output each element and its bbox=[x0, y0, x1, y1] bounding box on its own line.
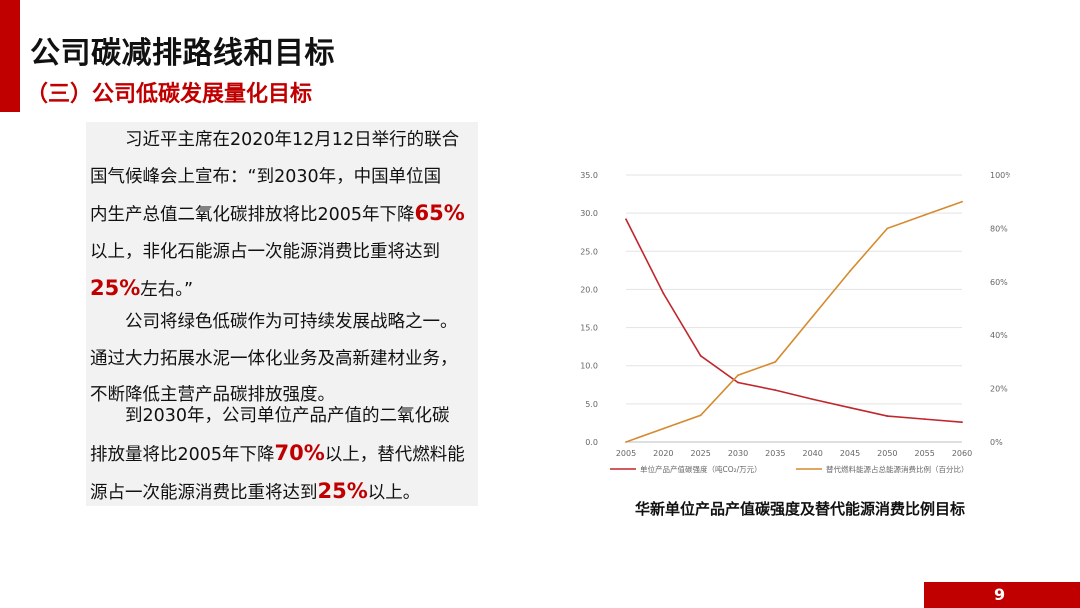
p1-line-3: 内生产总值二氧化碳排放将比2005年下降65% bbox=[90, 195, 480, 234]
data-point-series-2 bbox=[699, 414, 702, 417]
y-right-tick-label: 80% bbox=[990, 224, 1008, 233]
p2-line-2: 通过大力拓展水泥一体化业务及高新建材业务， bbox=[90, 348, 458, 369]
data-point-series-2 bbox=[662, 427, 665, 430]
y-left-tick-label: 25.0 bbox=[580, 247, 598, 256]
p2-line-1: 公司将绿色低碳作为可持续发展战略之一。 bbox=[125, 312, 458, 332]
data-point-series-1 bbox=[774, 389, 777, 392]
title-accent-bar bbox=[0, 0, 20, 112]
p3-line-3-text: 源占一次能源消费比重将达到 bbox=[90, 483, 318, 503]
data-point-series-2 bbox=[811, 315, 814, 318]
p1-line-1: 习近平主席在2020年12月12日举行的联合 bbox=[125, 130, 460, 150]
y-right-tick-label: 0% bbox=[990, 438, 1003, 447]
data-point-series-1 bbox=[625, 218, 627, 221]
dual-axis-line-chart: 0.0 5.0 10.0 15.0 20.0 25.0 30.0 35.0 0% 20% 40% 60… bbox=[580, 171, 1010, 474]
series-line-1 bbox=[625, 218, 963, 423]
y-right-tick-label: 60% bbox=[990, 278, 1008, 287]
paragraph-1: 习近平主席在2020年12月12日举行的联合 国气候峰会上宣布：“到2030年，… bbox=[90, 122, 480, 309]
y-left-tick-label: 5.0 bbox=[585, 400, 598, 409]
data-point-series-1 bbox=[849, 406, 851, 409]
text-panel bbox=[86, 122, 478, 506]
slide-subtitle: （三）公司低碳发展量化目标 bbox=[26, 82, 313, 107]
paragraph-2: 公司将绿色低碳作为可持续发展战略之一。 通过大力拓展水泥一体化业务及高新建材业务… bbox=[90, 304, 480, 414]
page-number-box bbox=[924, 582, 1080, 608]
data-point-series-2 bbox=[849, 270, 851, 273]
p3-line-1: 到2030年，公司单位产品产值的二氧化碳 bbox=[125, 406, 450, 426]
p2-line-3: 不断降低主营产品碳排放强度。 bbox=[90, 385, 335, 405]
data-point-series-2 bbox=[737, 374, 739, 377]
legend-label-alt-fuel: 替代燃料能源占总能源消费比例（百分比） bbox=[826, 464, 969, 474]
page-number: 9 bbox=[994, 585, 1006, 604]
p1-line-3-text: 内生产总值二氧化碳排放将比2005年下降 bbox=[90, 205, 415, 225]
x-tick-label: 2055 bbox=[914, 449, 934, 458]
p3-highlight-70: 70% bbox=[274, 440, 325, 465]
p1-line-4: 以上，非化石能源占一次能源消费比重将达到 bbox=[90, 241, 440, 262]
chart-caption: 华新单位产品产值碳强度及替代能源消费比例目标 bbox=[635, 500, 966, 518]
p3-line-3-tail: 以上。 bbox=[367, 483, 421, 503]
data-point-series-2 bbox=[774, 361, 777, 363]
x-tick-label: 2045 bbox=[840, 449, 860, 458]
p1-line-5: 25%左右。” bbox=[90, 270, 480, 309]
data-point-series-1 bbox=[737, 381, 739, 384]
y-right-tick-label: 20% bbox=[990, 385, 1008, 394]
data-point-series-1 bbox=[961, 421, 963, 424]
x-tick-label: 2040 bbox=[802, 449, 822, 458]
legend-label-intensity: 单位产品产值碳强度（吨CO₂/万元） bbox=[640, 464, 762, 474]
data-point-series-1 bbox=[662, 292, 665, 295]
y-left-tick-label: 15.0 bbox=[580, 324, 598, 333]
y-left-tick-label: 35.0 bbox=[580, 171, 598, 180]
data-point-series-1 bbox=[811, 398, 814, 401]
data-point-series-1 bbox=[699, 354, 702, 357]
data-point-series-2 bbox=[886, 227, 889, 230]
x-tick-label: 2025 bbox=[690, 449, 710, 458]
series-line-2 bbox=[625, 200, 963, 443]
x-tick-label: 2050 bbox=[877, 449, 897, 458]
y-left-tick-label: 20.0 bbox=[580, 285, 598, 294]
p3-line-2: 排放量将比2005年下降70%以上，替代燃料能 bbox=[90, 435, 480, 474]
data-point-series-1 bbox=[923, 418, 926, 421]
p3-line-3: 源占一次能源消费比重将达到25%以上。 bbox=[90, 473, 480, 512]
p1-highlight-65: 65% bbox=[414, 201, 465, 225]
p3-line-2-text: 排放量将比2005年下降 bbox=[90, 444, 275, 465]
p3-line-2-tail: 以上，替代燃料能 bbox=[324, 444, 465, 465]
p1-highlight-25: 25% bbox=[90, 276, 141, 300]
y-left-tick-label: 10.0 bbox=[580, 362, 598, 371]
data-point-series-2 bbox=[923, 214, 926, 216]
p1-line-2: 国气候峰会上宣布：“到2030年，中国单位国 bbox=[90, 166, 442, 187]
paragraph-3: 到2030年，公司单位产品产值的二氧化碳 排放量将比2005年下降70%以上，替… bbox=[90, 398, 480, 512]
x-tick-label: 2035 bbox=[765, 449, 785, 458]
p1-line-5-text: 左右。” bbox=[140, 280, 194, 300]
x-tick-label: 2030 bbox=[728, 449, 748, 458]
data-point-series-2 bbox=[961, 200, 963, 203]
x-tick-label: 2020 bbox=[653, 449, 673, 458]
y-right-tick-label: 40% bbox=[990, 331, 1008, 340]
y-left-tick-label: 30.0 bbox=[580, 209, 598, 218]
y-right-tick-label: 100% bbox=[990, 171, 1010, 180]
data-point-series-2 bbox=[625, 441, 627, 443]
slide-title: 公司碳减排路线和目标 bbox=[30, 36, 335, 71]
x-tick-label: 2005 bbox=[616, 449, 636, 458]
y-left-tick-label: 0.0 bbox=[585, 438, 598, 447]
x-tick-label: 2060 bbox=[952, 449, 972, 458]
data-point-series-1 bbox=[886, 415, 889, 417]
p3-highlight-25: 25% bbox=[317, 479, 368, 503]
